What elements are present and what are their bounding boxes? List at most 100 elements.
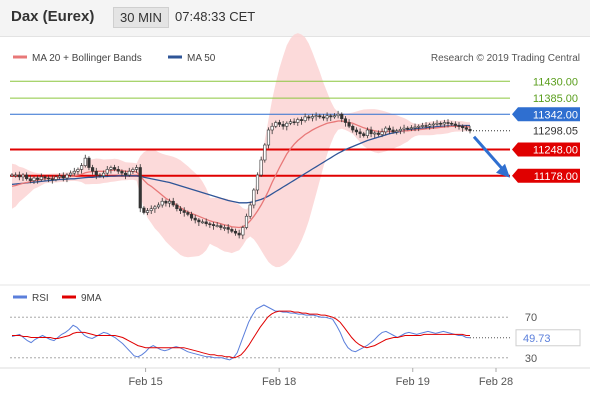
candle [127, 167, 131, 177]
candle [87, 156, 91, 171]
candle [332, 113, 337, 119]
candle-body [94, 170, 98, 176]
rsi-level-label: 30 [525, 353, 537, 365]
candle [153, 205, 157, 213]
candle [171, 197, 175, 207]
candle [380, 128, 384, 138]
chart-header: Dax (Eurex) 30 MIN 07:48:33 CET [0, 0, 590, 37]
candle [376, 130, 380, 137]
candle-body [343, 118, 347, 123]
candle [197, 218, 201, 226]
candle-body [259, 159, 263, 176]
candles [10, 110, 472, 240]
candle-body [292, 121, 296, 124]
instrument-title: Dax (Eurex) [11, 8, 95, 25]
candle [461, 124, 465, 132]
candle [446, 119, 450, 128]
candle-body [428, 124, 432, 127]
candle-body [288, 121, 293, 124]
x-tick-label: Feb 15 [128, 376, 162, 388]
candle-body [171, 200, 175, 206]
candle [10, 173, 14, 177]
candle [222, 224, 227, 231]
timeframe-badge[interactable]: 30 MIN [113, 7, 169, 28]
candle [113, 164, 117, 172]
candle [80, 163, 84, 174]
candle-body [398, 128, 402, 132]
candle-body [252, 189, 256, 206]
candle [395, 128, 399, 135]
candle [354, 127, 358, 136]
candle-body [61, 175, 65, 179]
candle-body [189, 214, 194, 219]
candle [193, 214, 197, 224]
candle [237, 229, 241, 239]
candle [442, 119, 446, 128]
candle-body [160, 200, 164, 206]
candle-body [299, 119, 304, 121]
candle [270, 122, 274, 135]
candle-body [325, 115, 329, 119]
x-tick-label: Feb 28 [479, 376, 513, 388]
candle-body [222, 227, 227, 229]
price-level-label: 11178.00 [512, 168, 580, 183]
candle-body [391, 129, 395, 133]
candle [248, 201, 252, 219]
candle-body [358, 131, 362, 135]
candle-body [50, 178, 54, 181]
candle [175, 203, 179, 212]
candle [149, 205, 153, 214]
candle [120, 169, 124, 177]
price-level-text: 11430.00 [533, 76, 578, 88]
candle [116, 166, 120, 174]
main-legend: MA 20 + Bollinger Bands MA 50 [13, 53, 216, 64]
candle [25, 172, 29, 181]
candle-body [109, 167, 113, 170]
candle-body [21, 174, 25, 178]
candle [417, 124, 421, 132]
candle [428, 122, 432, 130]
candle-body [215, 225, 219, 227]
candle [402, 124, 406, 134]
candle-body [468, 128, 472, 132]
candle [208, 221, 212, 228]
candle-body [310, 116, 315, 119]
candle-body [233, 230, 238, 234]
candle [36, 175, 40, 184]
x-axis: Feb 15 Feb 18 Feb 19 Feb 28 [0, 367, 590, 388]
candle-body [25, 174, 29, 180]
candle-body [226, 227, 230, 230]
candle [439, 121, 443, 127]
candle [43, 175, 47, 181]
candle-body [461, 125, 465, 129]
candle-body [167, 200, 172, 204]
candle [83, 154, 87, 168]
candle-body [351, 125, 355, 131]
candle-body [450, 122, 454, 125]
candle-body [303, 116, 307, 121]
candle [285, 121, 289, 131]
candle-body [387, 127, 391, 131]
candle [351, 124, 355, 133]
candle-body [197, 219, 201, 223]
ma50-legend-label: MA 50 [187, 53, 216, 64]
candle-body [409, 127, 413, 130]
candle [146, 208, 150, 216]
candle-body [32, 177, 36, 181]
candle-body [347, 122, 351, 127]
candle [94, 167, 98, 180]
candle [211, 221, 216, 230]
candle [17, 171, 21, 181]
candle-body [464, 127, 468, 130]
candle [76, 167, 80, 175]
candle-body [28, 178, 32, 181]
candle [391, 126, 395, 134]
candle-body [124, 172, 128, 176]
candle [310, 113, 315, 122]
candle-body [182, 210, 186, 213]
rsi-level-label: 70 [525, 312, 537, 324]
candle [321, 114, 326, 121]
candle [347, 119, 351, 129]
